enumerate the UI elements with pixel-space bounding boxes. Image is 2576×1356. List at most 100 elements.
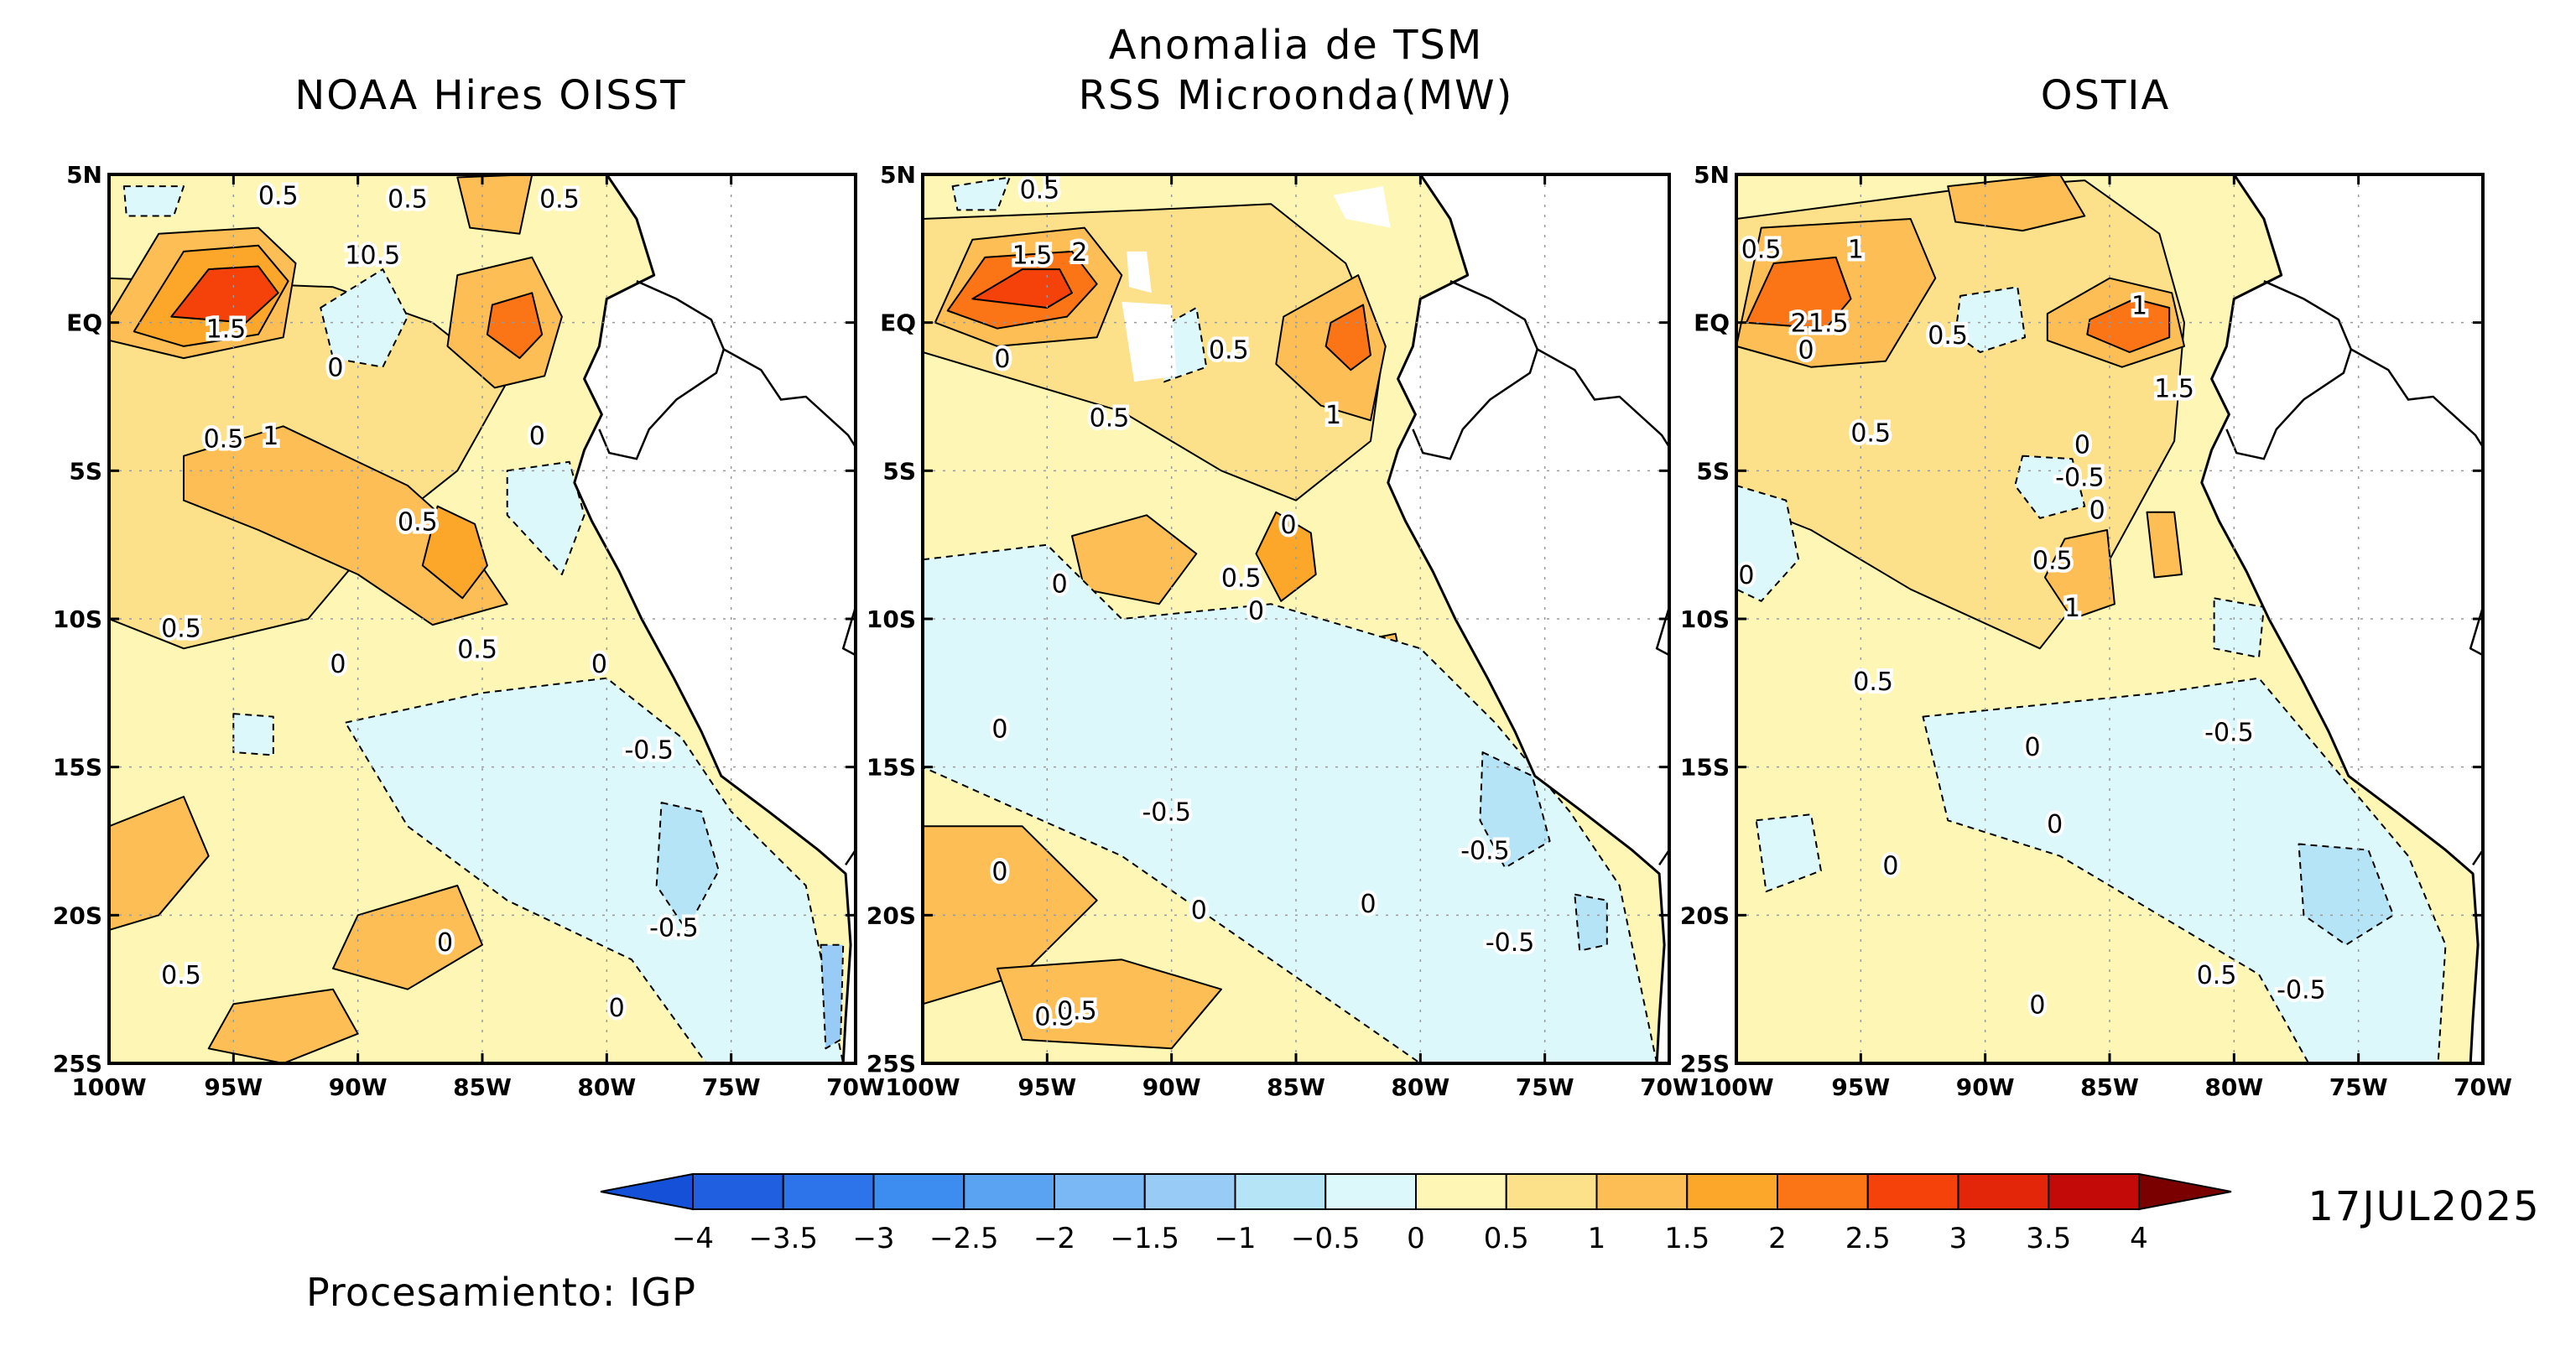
lon-tick-label: 85W <box>2080 1073 2139 1101</box>
lon-tick-label: 90W <box>329 1073 388 1101</box>
colorbar-label: −2.5 <box>929 1222 999 1255</box>
colorbar-label: −2 <box>1033 1222 1075 1255</box>
contour-label: -0.5 <box>1142 798 1191 828</box>
lon-tick-label: 90W <box>1142 1073 1201 1101</box>
contour-label: 0 <box>2024 733 2040 762</box>
colorbar-swatch <box>1777 1173 1869 1210</box>
contour-label: 0.5 <box>1221 564 1262 594</box>
contour-label: 0 <box>1052 570 1068 600</box>
contour-label: 0.5 <box>2197 961 2237 990</box>
contour-label: 1 <box>2064 594 2080 623</box>
contour-label: 0.5 <box>161 615 201 644</box>
anomaly-region <box>109 796 210 931</box>
lat-tick-label: EQ <box>1694 309 1730 337</box>
lat-tick-label: 5N <box>66 161 102 189</box>
date-label: 17JUL2025 <box>2308 1183 2540 1230</box>
anomaly-region <box>320 268 409 368</box>
contour-label: 0 <box>2074 431 2090 460</box>
country-border <box>1537 348 1669 448</box>
contour-label: 0 <box>991 715 1007 745</box>
colorbar: −4 −3.5 −3 −2.5 −2 −1.5 −1 −0.5 0 0.5 1 1.5 2 2.5 3 3.5… <box>600 1172 2232 1255</box>
contour-label: 0 <box>437 928 453 958</box>
lat-tick-label: 15S <box>866 754 916 782</box>
contour-label: 1 <box>345 241 361 270</box>
anomaly-region <box>1745 256 1852 330</box>
contour-label: 0 <box>2089 496 2105 525</box>
contour-label: 0.5 <box>258 182 299 211</box>
lon-tick-label: 70W <box>826 1073 885 1101</box>
contour-label: 0 <box>991 857 1007 886</box>
lat-tick-label: 10S <box>866 605 916 633</box>
lon-tick-label: 70W <box>1640 1073 1699 1101</box>
anomaly-region <box>456 174 533 235</box>
data-gap <box>1127 251 1152 294</box>
lon-tick-label: 80W <box>577 1073 636 1101</box>
lon-tick-label: 100W <box>885 1073 960 1101</box>
contour-label: -0.5 <box>649 913 699 943</box>
contour-label: 0 <box>2029 990 2045 1020</box>
lat-tick-label: EQ <box>880 309 916 337</box>
country-border <box>1655 606 1669 865</box>
lat-tick-label: 15S <box>1680 754 1730 782</box>
contour-label: 0 <box>609 994 625 1023</box>
colorbar-swatch <box>1957 1173 2050 1210</box>
lat-tick-label: 25S <box>866 1050 916 1078</box>
main-title-line2: RSS Microonda(MW) <box>1079 72 1514 119</box>
anomaly-region <box>1954 286 2027 353</box>
contour-label: 0.5 <box>1057 996 1097 1026</box>
country-border <box>841 606 856 865</box>
lon-tick-label: 75W <box>702 1073 761 1101</box>
country-border <box>2469 606 2483 865</box>
anomaly-region <box>486 292 544 360</box>
contour-label: -0.5 <box>2204 718 2254 747</box>
colorbar-label: 0 <box>1407 1222 1425 1255</box>
colorbar-label: 3 <box>1949 1222 1968 1255</box>
lat-tick-label: 25S <box>1680 1050 1730 1078</box>
coastline <box>2200 174 2480 1063</box>
contour-label: 0.5 <box>539 184 580 214</box>
colorbar-label: −4 <box>672 1222 714 1255</box>
data-gap <box>1121 301 1177 382</box>
colorbar-swatch <box>1505 1173 1598 1210</box>
contour-label: 0.5 <box>1741 235 1782 264</box>
anomaly-region <box>1736 485 1800 602</box>
colorbar-label: −3 <box>852 1222 894 1255</box>
lon-tick-label: 100W <box>1699 1073 1773 1101</box>
colorbar-high-arrow <box>2138 1172 2232 1211</box>
credit-label: Procesamiento: IGP <box>306 1270 696 1315</box>
contour-label: 1 <box>2131 291 2147 320</box>
lat-tick-label: 25S <box>53 1050 102 1078</box>
lat-tick-label: 10S <box>1680 605 1730 633</box>
panel-title-ostia: OSTIA <box>2041 72 2171 119</box>
contour-label: 0.5 <box>1928 321 1968 351</box>
contour-label: 0 <box>1248 596 1264 626</box>
contour-label: 0.5 <box>204 424 244 454</box>
country-border <box>2350 348 2483 448</box>
contour-label: 0 <box>2047 810 2063 839</box>
country-border <box>723 348 856 448</box>
colorbar-label: −3.5 <box>748 1222 818 1255</box>
contour-label: 0.5 <box>388 184 428 214</box>
contour-label: -0.5 <box>1486 928 1535 958</box>
anomaly-region <box>183 425 508 626</box>
contour-label: -0.5 <box>624 735 674 765</box>
lon-tick-label: 90W <box>1956 1073 2015 1101</box>
main-title-line1: Anomalia de TSM <box>1109 22 1484 69</box>
lat-tick-label: 15S <box>53 754 102 782</box>
anomaly-region <box>207 988 359 1063</box>
map-panel-ostia: 0.5 12 1.500.511.50.5 0-0.500.5100.50-0.500… <box>1680 161 2512 1101</box>
contour-label: 0 <box>327 354 343 383</box>
contour-label: -0.5 <box>2055 463 2105 492</box>
country-border <box>598 280 726 460</box>
colorbar-label: 0.5 <box>1484 1222 1529 1255</box>
lat-tick-label: 5S <box>1696 457 1730 485</box>
contour-label: 0 <box>994 345 1010 374</box>
lon-tick-label: 75W <box>2329 1073 2388 1101</box>
contour-label: 0 <box>591 650 607 679</box>
colorbar-swatch <box>1324 1173 1417 1210</box>
contour-label: 0.5 <box>457 635 497 664</box>
colorbar-label: −1.5 <box>1110 1222 1179 1255</box>
anomaly-region <box>122 185 185 217</box>
colorbar-label: 3.5 <box>2026 1222 2071 1255</box>
colorbar-swatch <box>692 1173 784 1210</box>
